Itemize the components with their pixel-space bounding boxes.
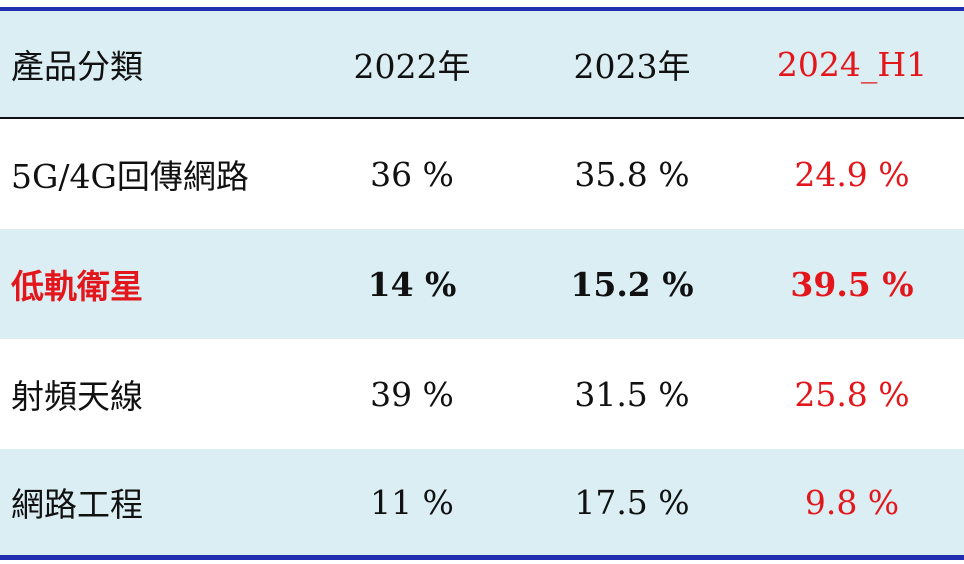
cell: 31.5 % <box>574 374 690 414</box>
row-label: 射頻天線 <box>11 377 143 416</box>
row-label: 網路工程 <box>11 485 143 524</box>
cell: 14 % <box>367 264 457 304</box>
header-cell: 2023年 <box>573 47 691 86</box>
top-border <box>0 7 964 11</box>
row-label: 低軌衛星 <box>11 267 143 306</box>
cell: 39.5 % <box>790 264 914 304</box>
cell: 11 % <box>370 482 454 522</box>
table-row: 低軌衛星 14 % 15.2 % 39.5 % <box>0 229 964 339</box>
header-cell: 2024_H1 <box>776 44 928 84</box>
cell: 24.9 % <box>794 154 910 194</box>
header-row: 產品分類 2022年 2023年 2024_H1 <box>0 11 964 119</box>
cell: 9.8 % <box>804 482 900 522</box>
table: 產品分類 2022年 2023年 2024_H1 5G/4G回傳網路 36 % … <box>0 7 964 560</box>
row-label: 5G/4G回傳網路 <box>11 157 249 196</box>
table-row: 5G/4G回傳網路 36 % 35.8 % 24.9 % <box>0 119 964 229</box>
header-cell: 2022年 <box>353 47 471 86</box>
bottom-border <box>0 555 964 560</box>
cell: 25.8 % <box>794 374 910 414</box>
cell: 36 % <box>370 154 454 194</box>
header-cell: 產品分類 <box>11 47 143 86</box>
cell: 17.5 % <box>574 482 690 522</box>
table-row: 網路工程 11 % 17.5 % 9.8 % <box>0 449 964 555</box>
cell: 35.8 % <box>574 154 690 194</box>
table-row: 射頻天線 39 % 31.5 % 25.8 % <box>0 339 964 449</box>
cell: 15.2 % <box>570 264 694 304</box>
cell: 39 % <box>370 374 454 414</box>
